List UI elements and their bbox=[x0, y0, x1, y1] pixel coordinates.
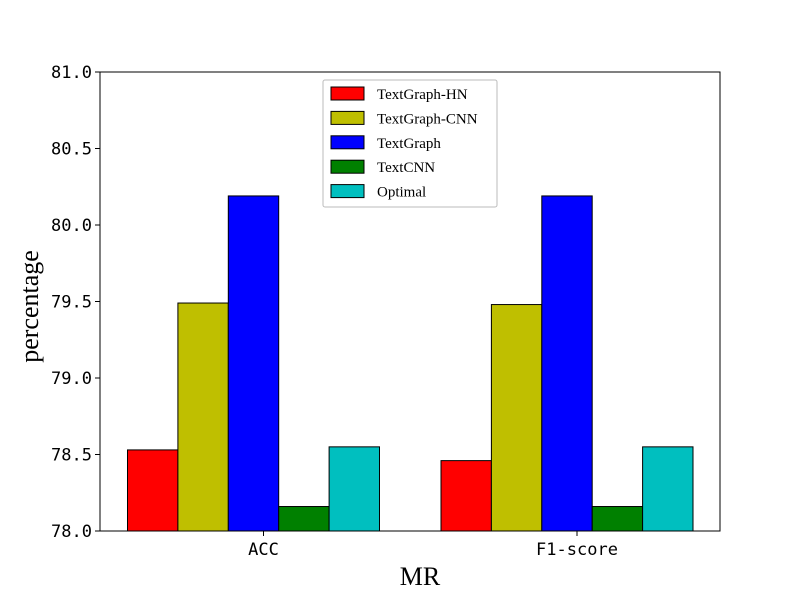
bar-optimal-f1-score bbox=[642, 446, 694, 532]
legend-box bbox=[322, 79, 498, 208]
y-tick-label: 79.5 bbox=[51, 293, 92, 313]
bar-textgraph-hn-acc bbox=[127, 449, 179, 532]
y-tick-label: 78.5 bbox=[51, 446, 92, 466]
x-axis: ACC F1-score bbox=[248, 531, 618, 560]
bar-textgraph-acc bbox=[227, 195, 280, 532]
legend-label: TextCNN bbox=[377, 160, 435, 176]
y-axis: 78.0 78.5 79.0 79.5 80.0 80.5 81.0 bbox=[51, 63, 100, 542]
x-axis-title: MR bbox=[400, 562, 441, 591]
x-tick-label: ACC bbox=[248, 540, 279, 560]
legend-swatch bbox=[330, 86, 365, 101]
y-tick-label: 80.0 bbox=[51, 216, 92, 236]
y-tick-label: 80.5 bbox=[51, 140, 92, 160]
y-tick-label: 81.0 bbox=[51, 63, 92, 83]
legend-swatch bbox=[330, 184, 365, 199]
bar-optimal-acc bbox=[328, 446, 381, 532]
legend: TextGraph-HN TextGraph-CNN TextGraph TextCN… bbox=[322, 79, 498, 208]
bar-textgraph-cnn-f1-score bbox=[490, 304, 543, 532]
y-tick-label: 78.0 bbox=[51, 522, 92, 542]
bar-textgraph-hn-f1-score bbox=[440, 460, 492, 532]
x-tick-label: F1-score bbox=[536, 540, 618, 560]
legend-swatch bbox=[330, 135, 365, 150]
bar-textgraph-f1-score bbox=[541, 195, 593, 532]
y-tick-label: 79.0 bbox=[51, 369, 92, 389]
bar-textcnn-acc bbox=[278, 506, 330, 532]
legend-label: Optimal bbox=[377, 185, 426, 201]
legend-label: TextGraph-CNN bbox=[377, 111, 478, 127]
legend-swatch bbox=[330, 159, 365, 174]
bar-textcnn-f1-score bbox=[591, 506, 644, 532]
legend-label: TextGraph-HN bbox=[377, 87, 468, 103]
legend-label: TextGraph bbox=[377, 136, 441, 152]
legend-swatch bbox=[330, 110, 365, 125]
bars-group bbox=[127, 195, 694, 532]
bar-textgraph-cnn-acc bbox=[177, 302, 229, 532]
y-axis-title: percentage bbox=[15, 250, 44, 363]
